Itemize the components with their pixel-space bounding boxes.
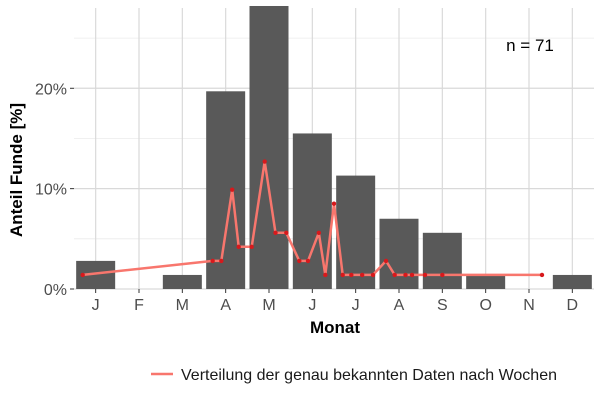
- bar-4: [206, 91, 246, 290]
- series-point: [219, 258, 224, 264]
- series-point: [359, 272, 365, 278]
- weekly-distribution-series: [80, 159, 545, 278]
- y-axis-title: Anteil Funde [%]: [7, 103, 26, 237]
- x-tick-label: N: [523, 297, 535, 314]
- x-tick-label: O: [479, 297, 491, 314]
- series-point: [383, 258, 389, 264]
- series-point: [409, 272, 415, 278]
- x-tick-label: J: [352, 297, 360, 314]
- series-point: [229, 187, 235, 192]
- series-point: [236, 244, 241, 250]
- x-tick-label: D: [567, 297, 579, 314]
- x-tick-label: F: [134, 297, 144, 314]
- series-point: [403, 272, 408, 278]
- legend-label: Verteilung der genau bekannten Daten nac…: [181, 367, 557, 384]
- bars: [76, 5, 592, 290]
- series-point: [80, 272, 85, 278]
- x-tick-label: M: [176, 297, 189, 314]
- x-tick-label: S: [437, 297, 448, 314]
- sample-size-annotation: n = 71: [506, 36, 554, 55]
- series-point: [273, 230, 278, 235]
- series-point: [305, 258, 311, 264]
- bar-3: [162, 274, 202, 289]
- bar-9: [422, 232, 462, 289]
- bar-8: [379, 218, 419, 289]
- series-point: [422, 272, 428, 278]
- series-point: [323, 272, 328, 278]
- y-tick-label: 0%: [44, 282, 67, 299]
- x-tick-label: A: [394, 297, 405, 314]
- y-tick-label: 10%: [35, 182, 67, 199]
- x-axis-title: Monat: [310, 318, 360, 337]
- x-tick-label: J: [92, 297, 100, 314]
- series-point: [284, 230, 289, 235]
- series-point: [349, 272, 354, 278]
- y-axis-ticks: 0% 10% 20%: [35, 81, 74, 299]
- series-point: [210, 258, 215, 264]
- series-point: [440, 272, 445, 278]
- series-point: [340, 272, 345, 278]
- series-point: [297, 258, 302, 264]
- x-tick-label: J: [308, 297, 316, 314]
- bar-10: [466, 274, 506, 289]
- bar-12: [552, 274, 592, 289]
- series-point: [539, 272, 545, 278]
- series-point: [392, 272, 397, 278]
- x-tick-label: M: [262, 297, 275, 314]
- x-tick-label: A: [220, 297, 231, 314]
- series-point: [316, 230, 322, 235]
- series-point: [249, 244, 254, 250]
- series-point: [262, 159, 267, 164]
- legend: Verteilung der genau bekannten Daten nac…: [151, 367, 557, 384]
- series-point: [331, 201, 337, 206]
- y-tick-label: 20%: [35, 81, 67, 98]
- series-point: [370, 272, 376, 278]
- bar-5: [249, 5, 289, 289]
